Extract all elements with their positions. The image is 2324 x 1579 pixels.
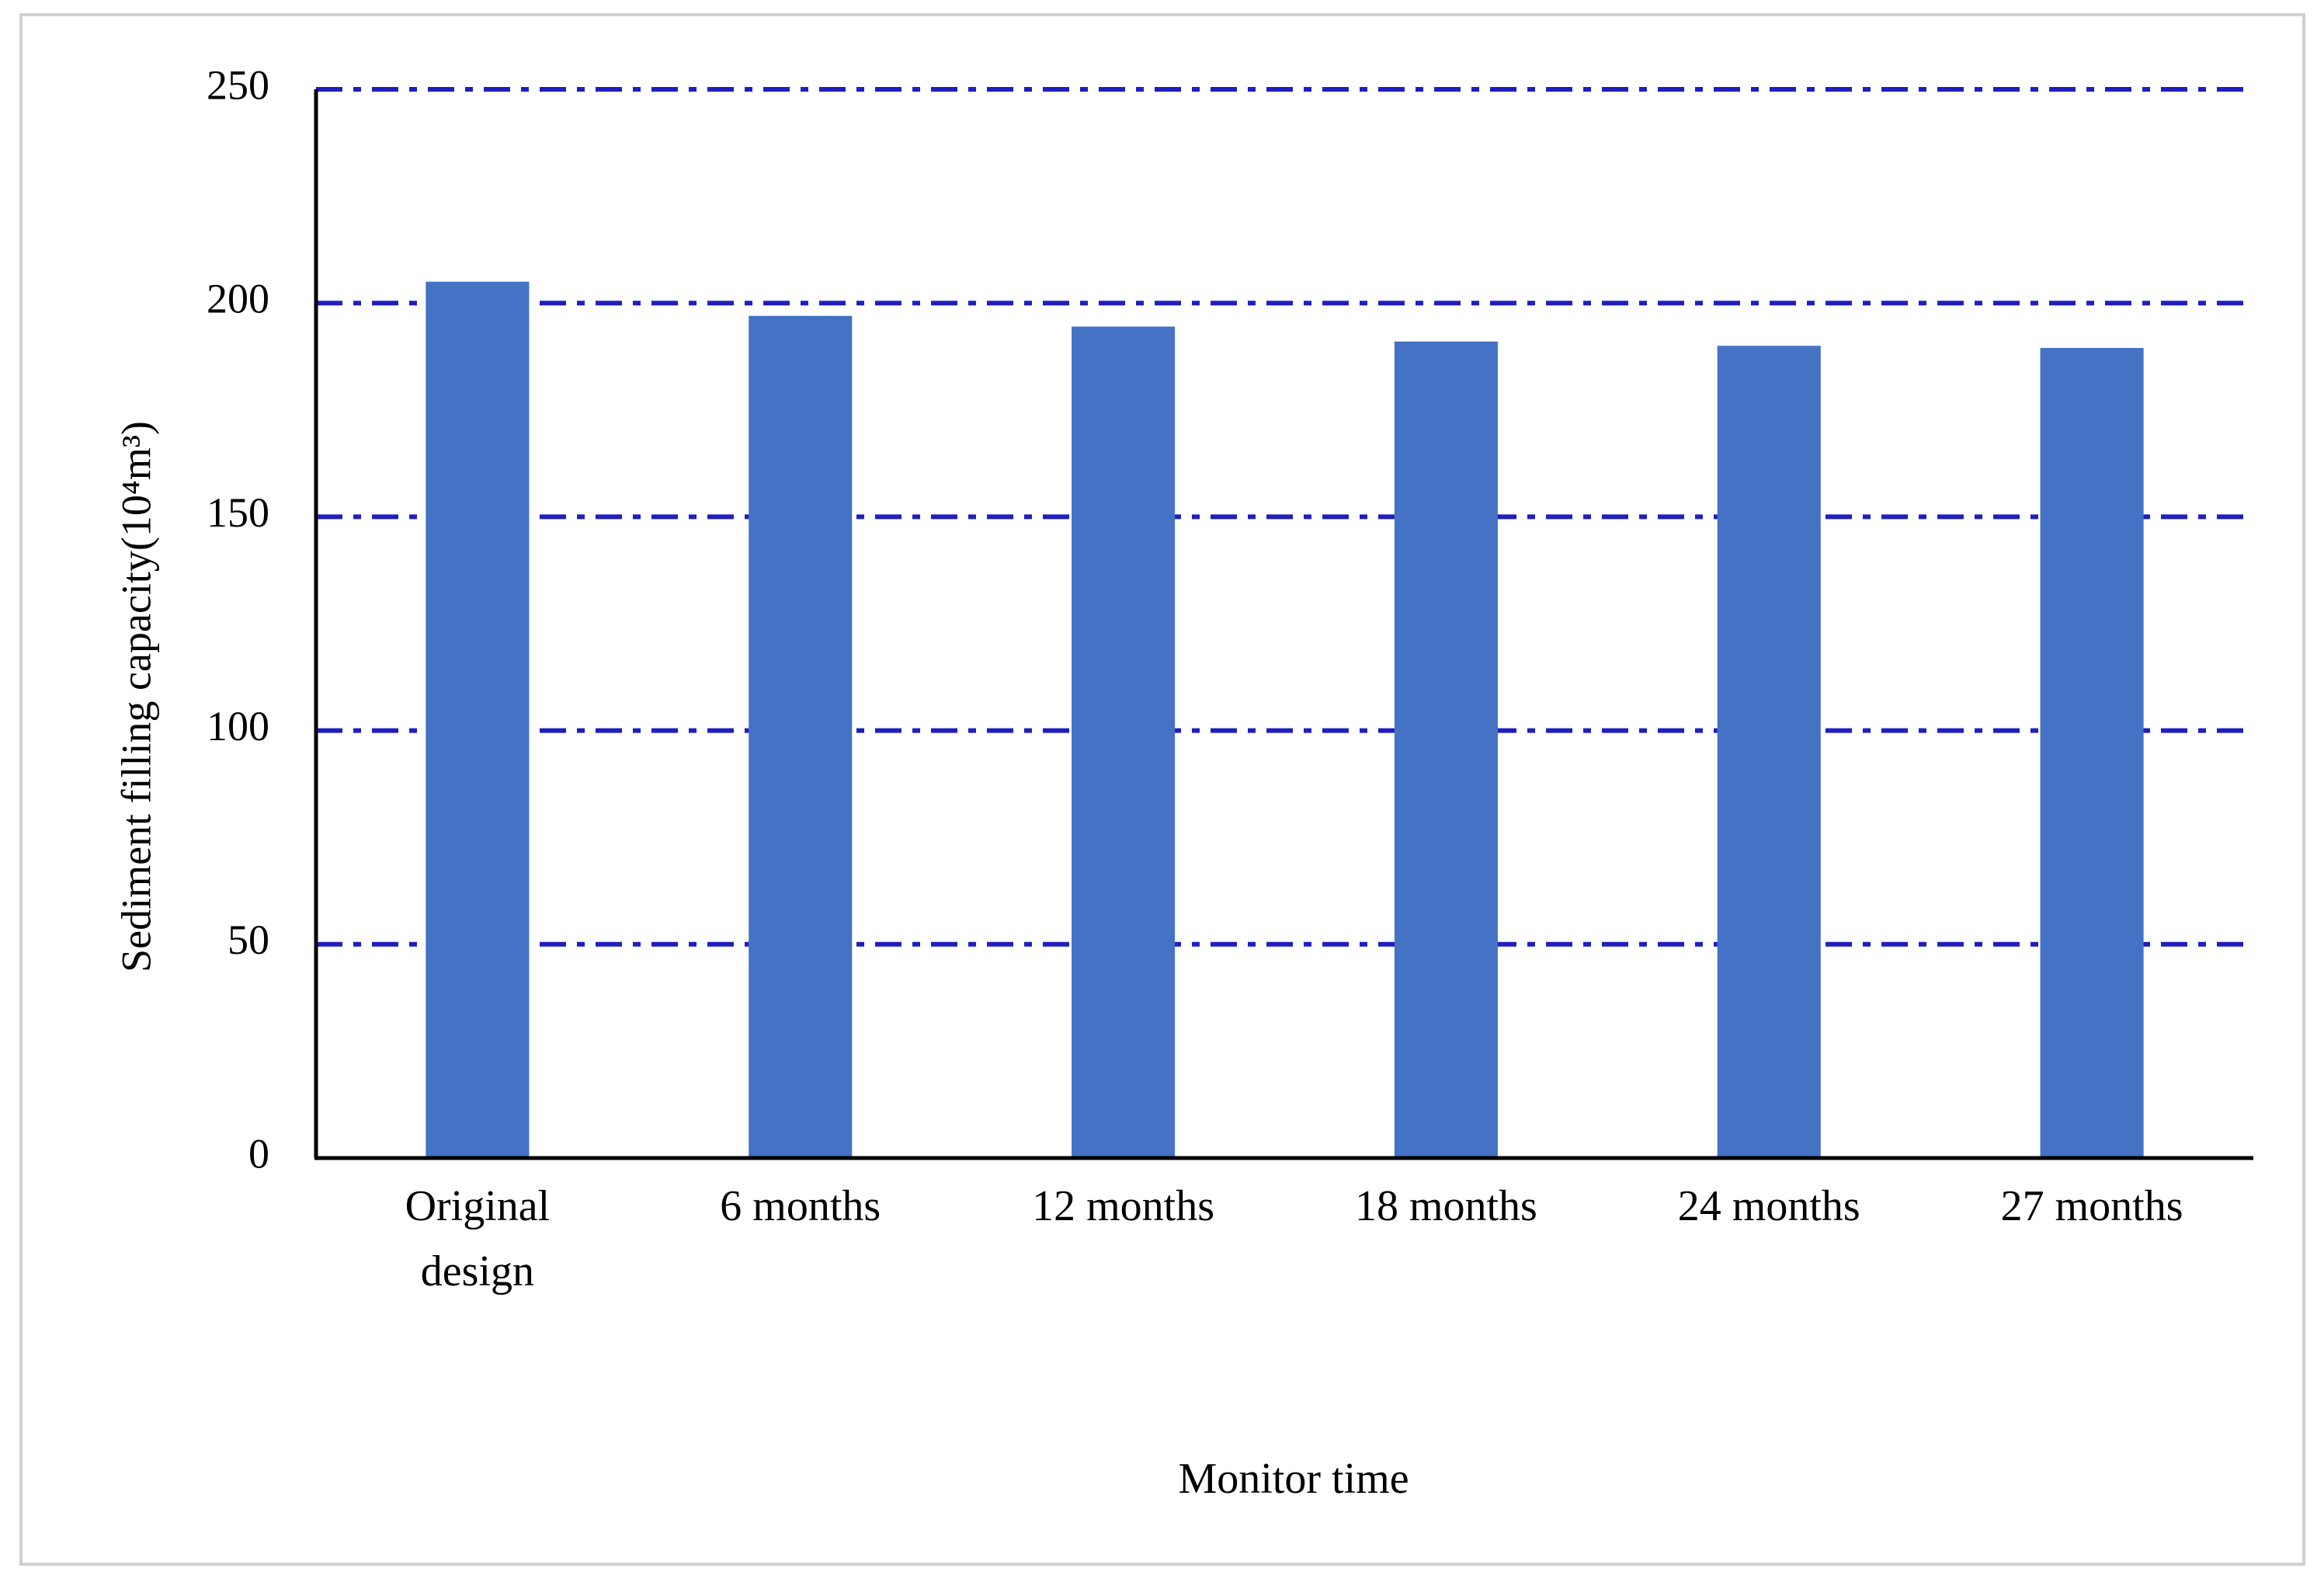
x-tick-label: 18 months xyxy=(1354,1182,1537,1230)
bar xyxy=(749,315,853,1158)
x-tick-label: 27 months xyxy=(2000,1182,2183,1230)
bar xyxy=(2040,347,2144,1159)
y-tick-label: 0 xyxy=(248,1130,269,1177)
bar xyxy=(1717,346,1821,1158)
bar xyxy=(1072,326,1176,1159)
y-tick-label: 100 xyxy=(207,703,269,750)
frame xyxy=(19,13,2305,1566)
x-tick-label: Original design xyxy=(405,1182,551,1296)
y-tick-label: 50 xyxy=(228,916,269,963)
y-tick-label: 200 xyxy=(207,276,269,322)
bar xyxy=(1394,341,1498,1159)
y-tick-label: 150 xyxy=(207,489,269,536)
x-tick-label: 12 months xyxy=(1032,1182,1215,1230)
x-tick-label: 24 months xyxy=(1677,1182,1860,1230)
y-axis-title: Sediment filling capacity(10⁴m³) xyxy=(113,421,159,972)
y-tick-label: 250 xyxy=(207,61,269,108)
x-axis-title: Monitor time xyxy=(1178,1455,1409,1503)
x-tick-label: 6 months xyxy=(720,1182,881,1230)
bar xyxy=(426,281,530,1159)
